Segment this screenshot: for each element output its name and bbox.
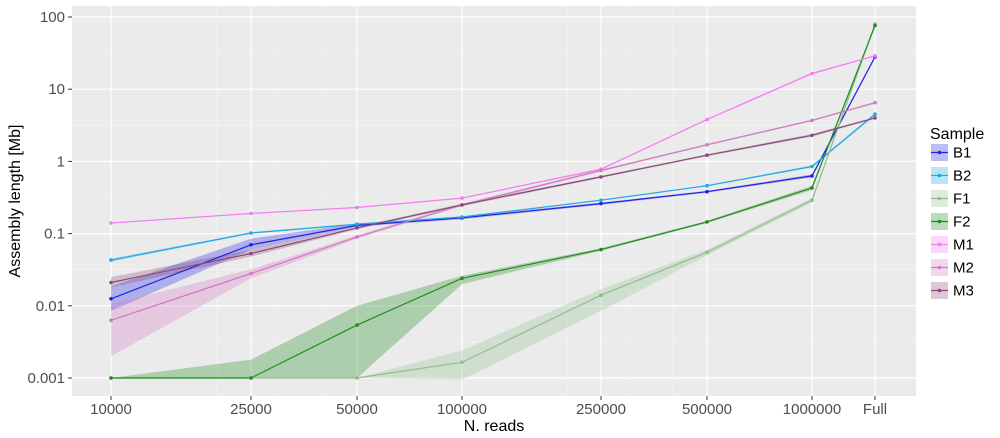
legend-point-m3 [937,288,942,293]
point-b2 [705,183,709,188]
y-tick-label: 0.001 [27,370,65,387]
series-lines [110,23,876,379]
x-tick-label: 100000 [437,401,487,418]
point-f2 [109,376,113,380]
point-m3 [460,203,464,207]
point-m3 [705,153,709,157]
legend-label-m2: M2 [953,260,974,277]
legend-point-f2 [937,219,942,224]
y-tick-label: 10 [48,81,65,98]
series-line-m2 [110,102,876,321]
point-m2 [810,118,814,123]
point-b1 [249,243,253,247]
point-m2 [705,143,709,147]
legend-point-b1 [937,150,942,155]
plot-panel [72,6,916,396]
legend-label-f1: F1 [953,191,971,208]
x-tick-label: 25000 [230,401,272,418]
point-m3 [109,280,113,285]
point-f2 [599,247,603,252]
legend-label-m1: M1 [953,237,974,254]
point-f2 [873,23,877,28]
series-points [109,22,877,380]
point-m3 [599,175,603,179]
point-b2 [599,198,603,202]
y-tick-label: 1 [57,153,65,170]
legend: Sample B1 B2 F1 F2 M1 M2 M3 [930,126,984,300]
point-b1 [109,297,113,301]
series-line-m3 [110,117,876,284]
legend-title: Sample [930,126,984,143]
legend-label-m3: M3 [953,283,974,300]
y-tick-label: 100 [40,9,65,26]
point-b2 [109,258,113,262]
legend-point-m1 [937,242,942,247]
point-f2 [249,376,253,380]
x-tick-label: 50000 [336,401,378,418]
series-line-f1 [111,23,876,379]
point-f1 [705,250,709,255]
legend-point-b2 [937,173,942,178]
point-b1 [599,201,603,206]
y-axis-title: Assembly length [Mb] [7,125,24,278]
point-m1 [810,71,814,76]
x-tick-label: Full [863,401,887,418]
x-tick-label: 250000 [576,401,626,418]
point-f1 [460,360,464,365]
point-b2 [873,112,877,116]
x-tick-label: 1000000 [783,401,841,418]
legend-label-f2: F2 [953,214,971,231]
y-tick-label: 0.01 [36,298,65,315]
legend-point-m2 [937,265,942,270]
point-m1 [873,54,877,58]
point-f2 [705,220,709,224]
point-m1 [249,211,253,216]
series-line-b1 [110,56,876,300]
point-f2 [355,323,359,327]
series-line-m1 [110,55,876,224]
point-f1 [599,293,603,298]
point-m2 [873,100,877,105]
legend-point-f1 [937,196,942,201]
point-b2 [249,231,253,235]
point-m3 [810,133,814,138]
y-tick-label: 0.1 [44,226,65,243]
point-m3 [355,226,359,230]
legend-label-b1: B1 [953,145,971,162]
point-m1 [355,205,359,210]
point-b1 [810,174,814,178]
x-tick-label: 10000 [90,401,132,418]
point-b2 [810,164,814,169]
point-b2 [355,222,359,226]
point-f2 [810,186,814,190]
point-b1 [705,189,709,194]
y-axis-ticks: 0.001 0.01 0.1 1 10 100 [27,9,72,387]
point-m3 [249,251,253,256]
point-f1 [810,198,814,202]
point-m2 [599,168,603,173]
point-m2 [355,235,359,239]
x-axis-title: N. reads [464,418,524,435]
series-line-b2 [110,113,876,261]
legend-label-b2: B2 [953,168,971,185]
point-b2 [460,215,464,219]
x-axis-ticks: 10000 25000 50000 100000 250000 500000 1000000… [90,396,887,418]
series-line-f2 [111,25,876,379]
point-m3 [873,116,877,120]
point-m2 [249,271,253,276]
point-f2 [460,276,464,281]
x-tick-label: 500000 [682,401,732,418]
point-m1 [705,117,709,122]
point-m1 [109,221,113,225]
point-m1 [460,196,464,200]
point-m2 [109,318,113,323]
point-f1 [355,376,359,380]
